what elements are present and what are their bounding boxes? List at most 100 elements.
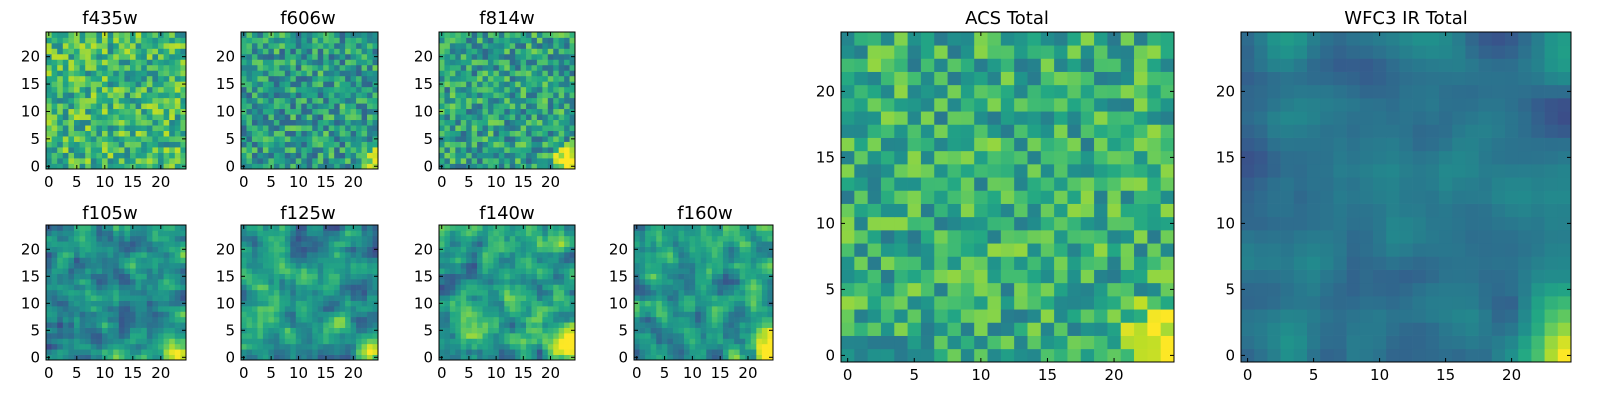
heatmap-cell bbox=[564, 273, 570, 280]
heatmap-cell bbox=[163, 268, 170, 274]
heatmap-cell bbox=[279, 158, 286, 164]
heatmap-cell bbox=[74, 295, 80, 301]
heatmap-cell bbox=[306, 349, 313, 355]
heatmap-cell bbox=[367, 327, 373, 334]
heatmap-cell bbox=[695, 295, 702, 301]
heatmap-cell bbox=[257, 333, 264, 339]
heatmap-cell bbox=[841, 296, 855, 310]
heatmap-cell bbox=[273, 86, 280, 93]
heatmap-cell bbox=[493, 300, 500, 307]
heatmap-cell bbox=[339, 37, 346, 44]
heatmap-cell bbox=[141, 268, 148, 274]
heatmap-cell bbox=[471, 158, 478, 164]
heatmap-cell bbox=[934, 216, 948, 231]
x-tick-label: 0 bbox=[437, 173, 447, 191]
heatmap-cell bbox=[135, 284, 142, 291]
heatmap-cell bbox=[471, 42, 478, 49]
heatmap-cell bbox=[634, 311, 640, 318]
heatmap-cell bbox=[493, 97, 500, 104]
heatmap-cell bbox=[756, 230, 763, 237]
x-tick-label: 5 bbox=[72, 173, 82, 191]
heatmap-cell bbox=[547, 81, 554, 88]
heatmap-cell bbox=[246, 42, 253, 49]
heatmap-cell bbox=[477, 257, 483, 264]
heatmap-cell bbox=[96, 311, 103, 318]
heatmap-cell bbox=[279, 284, 286, 291]
heatmap-cell bbox=[564, 322, 570, 328]
heatmap-cell bbox=[498, 125, 505, 131]
heatmap-cell bbox=[672, 327, 679, 334]
heatmap-cell bbox=[328, 42, 335, 49]
heatmap-cell bbox=[57, 300, 64, 307]
heatmap-cell bbox=[455, 273, 462, 280]
heatmap-cell bbox=[542, 32, 549, 38]
heatmap-cell bbox=[734, 235, 740, 242]
heatmap-cell bbox=[118, 92, 125, 99]
heatmap-cell bbox=[113, 130, 120, 137]
heatmap-cell bbox=[515, 333, 521, 339]
heatmap-cell bbox=[564, 64, 570, 71]
heatmap-cell bbox=[547, 108, 554, 115]
heatmap-cell bbox=[564, 103, 570, 110]
heatmap-cell bbox=[241, 333, 247, 339]
heatmap-cell bbox=[553, 103, 560, 110]
heatmap-cell bbox=[460, 86, 467, 93]
y-tick-label: 5 bbox=[30, 130, 40, 148]
heatmap-cell bbox=[257, 289, 264, 296]
heatmap-cell bbox=[684, 316, 690, 323]
heatmap-cell bbox=[306, 273, 313, 280]
heatmap-cell bbox=[146, 53, 153, 60]
heatmap-cell bbox=[504, 316, 511, 323]
heatmap-cell bbox=[174, 225, 181, 231]
heatmap-cell bbox=[547, 114, 554, 121]
heatmap-cell bbox=[345, 147, 351, 153]
heatmap-cell bbox=[372, 75, 379, 82]
heatmap-cell bbox=[152, 338, 159, 345]
heatmap-cell bbox=[102, 114, 108, 121]
heatmap-cell bbox=[90, 252, 97, 258]
heatmap-cell bbox=[290, 235, 297, 242]
heatmap-cell bbox=[558, 343, 565, 350]
heatmap-cell bbox=[449, 97, 456, 104]
heatmap-cell bbox=[279, 75, 286, 82]
heatmap-cell bbox=[487, 92, 494, 99]
heatmap-cell bbox=[85, 158, 92, 164]
heatmap-cell bbox=[553, 97, 560, 104]
heatmap-cell bbox=[257, 136, 264, 142]
heatmap-cell bbox=[163, 225, 170, 231]
heatmap-cell bbox=[656, 338, 663, 345]
heatmap-cell bbox=[295, 327, 302, 334]
heatmap-cell bbox=[306, 53, 313, 60]
heatmap-cell bbox=[645, 311, 652, 318]
heatmap-cell bbox=[531, 141, 538, 148]
heatmap-cell bbox=[493, 295, 500, 301]
heatmap-cell bbox=[312, 300, 319, 307]
heatmap-cell bbox=[466, 152, 472, 159]
heatmap-cell bbox=[328, 59, 335, 66]
heatmap-cell bbox=[141, 289, 148, 296]
heatmap-cell bbox=[439, 289, 445, 296]
heatmap-cell bbox=[449, 64, 456, 71]
heatmap-cell bbox=[907, 269, 922, 284]
heatmap-cell bbox=[51, 103, 58, 110]
heatmap-cell bbox=[706, 333, 713, 339]
heatmap-cell bbox=[515, 141, 521, 148]
heatmap-cell bbox=[312, 295, 319, 301]
heatmap-cell bbox=[169, 119, 176, 126]
heatmap-cell bbox=[1027, 230, 1042, 244]
heatmap-cell bbox=[920, 282, 935, 297]
heatmap-cell bbox=[553, 64, 560, 71]
heatmap-cell bbox=[130, 59, 136, 66]
heatmap-cell bbox=[356, 64, 362, 71]
heatmap-cell bbox=[113, 70, 120, 77]
heatmap-cell bbox=[158, 262, 164, 269]
heatmap-cell bbox=[102, 311, 108, 318]
heatmap-cell bbox=[700, 268, 707, 274]
heatmap-cell bbox=[667, 327, 674, 334]
heatmap-cell bbox=[542, 284, 549, 291]
heatmap-cell bbox=[722, 241, 729, 247]
heatmap-cell bbox=[854, 203, 868, 218]
heatmap-cell bbox=[328, 252, 335, 258]
heatmap-cell bbox=[356, 246, 362, 253]
heatmap-cell bbox=[174, 59, 181, 66]
